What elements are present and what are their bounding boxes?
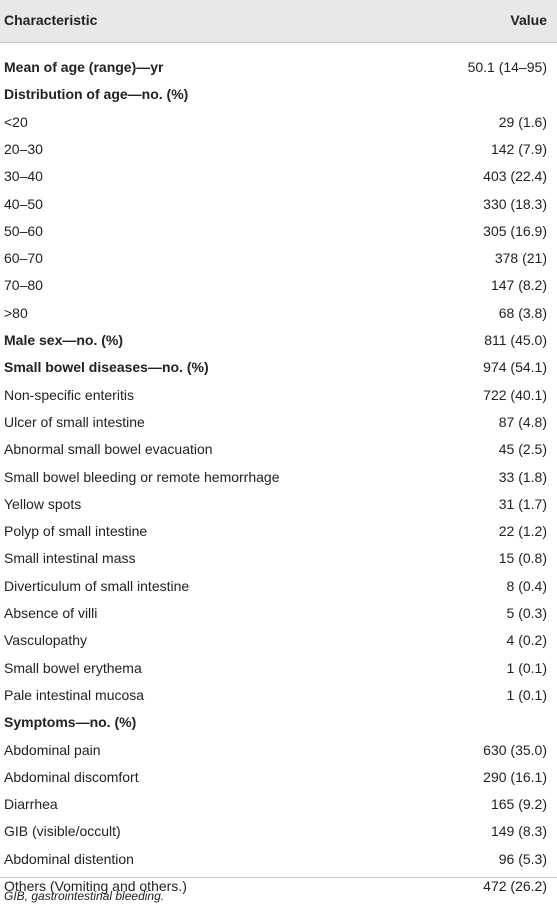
table-cell: 165 (9.2) — [490, 796, 547, 813]
table-cell: 4 (0.2) — [506, 632, 547, 649]
table-cell: 87 (4.8) — [498, 413, 547, 430]
table-cell: 70–80 — [4, 277, 43, 294]
table-cell: Abnormal small bowel evacuation — [4, 441, 213, 458]
header-cell: Value — [510, 12, 547, 28]
header-cell: Characteristic — [4, 12, 98, 28]
table-cell: 630 (35.0) — [483, 741, 547, 758]
table-cell: Male sex—no. (%) — [4, 332, 124, 348]
table-cell: Yellow spots — [4, 495, 82, 512]
table-cell: Absence of villi — [4, 605, 98, 621]
table-cell: 50–60 — [4, 222, 43, 239]
table-cell: Abdominal discomfort — [4, 768, 139, 785]
table-cell: Small bowel diseases—no. (%) — [4, 359, 209, 376]
table-cell: 472 (26.2) — [483, 878, 547, 894]
table-cell: Distribution of age—no. (%) — [4, 86, 189, 103]
table-cell: Small bowel bleeding or remote hemorrhag… — [4, 468, 280, 485]
table-cell: 45 (2.5) — [498, 441, 547, 458]
table-cell: 20–30 — [4, 140, 43, 157]
table-cell: Abdominal pain — [4, 741, 101, 758]
table-cell: Small intestinal mass — [4, 550, 136, 567]
table-cell: 33 (1.8) — [498, 468, 547, 485]
table-cell: 722 (40.1) — [483, 386, 547, 403]
table-cell: Small bowel erythema — [4, 659, 142, 676]
table-cell: 31 (1.7) — [498, 495, 547, 512]
table-cell: 1 (0.1) — [506, 686, 547, 703]
table-header: Characteristic Value — [0, 0, 557, 43]
table-cell: 142 (7.9) — [490, 140, 547, 157]
table-cell: 68 (3.8) — [498, 304, 547, 321]
table-cell: 8 (0.4) — [506, 577, 547, 594]
table-cell: 330 (18.3) — [483, 195, 547, 212]
table-cell: Polyp of small intestine — [4, 523, 148, 540]
table-cell: 290 (16.1) — [483, 768, 547, 785]
table-cell: 974 (54.1) — [483, 359, 547, 376]
table-cell: 378 (21) — [494, 250, 547, 267]
table-cell: 60–70 — [4, 250, 43, 267]
table-cell: Diverticulum of small intestine — [4, 577, 190, 594]
table-cell: 96 (5.3) — [498, 850, 547, 867]
table-cell: 15 (0.8) — [498, 550, 547, 567]
table-cell: 403 (22.4) — [483, 168, 547, 185]
table-cell: Others (Vomiting and others.) — [4, 878, 187, 894]
table-cell: 5 (0.3) — [506, 605, 547, 621]
table-cell: >80 — [4, 304, 28, 321]
table-cell: Vasculopathy — [4, 632, 88, 649]
table-cell: 50.1 (14–95) — [467, 59, 547, 75]
table-cell: <20 — [4, 113, 28, 130]
bottom-rule — [0, 877, 557, 878]
table-cell: Pale intestinal mucosa — [4, 686, 145, 703]
table-cell: 40–50 — [4, 195, 43, 212]
table-cell: 147 (8.2) — [490, 277, 547, 294]
table-cell: Symptoms—no. (%) — [4, 714, 137, 731]
table-cell: Diarrhea — [4, 796, 58, 813]
table-cell: 149 (8.3) — [490, 823, 547, 840]
table-cell: 29 (1.6) — [498, 113, 547, 130]
table-cell: Non-specific enteritis — [4, 386, 134, 403]
footnote: GIB, gastrointestinal bleeding. — [4, 889, 165, 903]
table-cell: Mean of age (range)—yr — [4, 59, 164, 75]
table-cell: 30–40 — [4, 168, 43, 185]
table-cell: Ulcer of small intestine — [4, 413, 145, 430]
table-cell: 305 (16.9) — [483, 222, 547, 239]
table-cell: 22 (1.2) — [498, 523, 547, 540]
table-cell: GIB (visible/occult) — [4, 823, 121, 840]
table-cell: 1 (0.1) — [506, 659, 547, 676]
table-cell: Abdominal distention — [4, 850, 134, 867]
table-cell: 811 (45.0) — [484, 332, 547, 348]
